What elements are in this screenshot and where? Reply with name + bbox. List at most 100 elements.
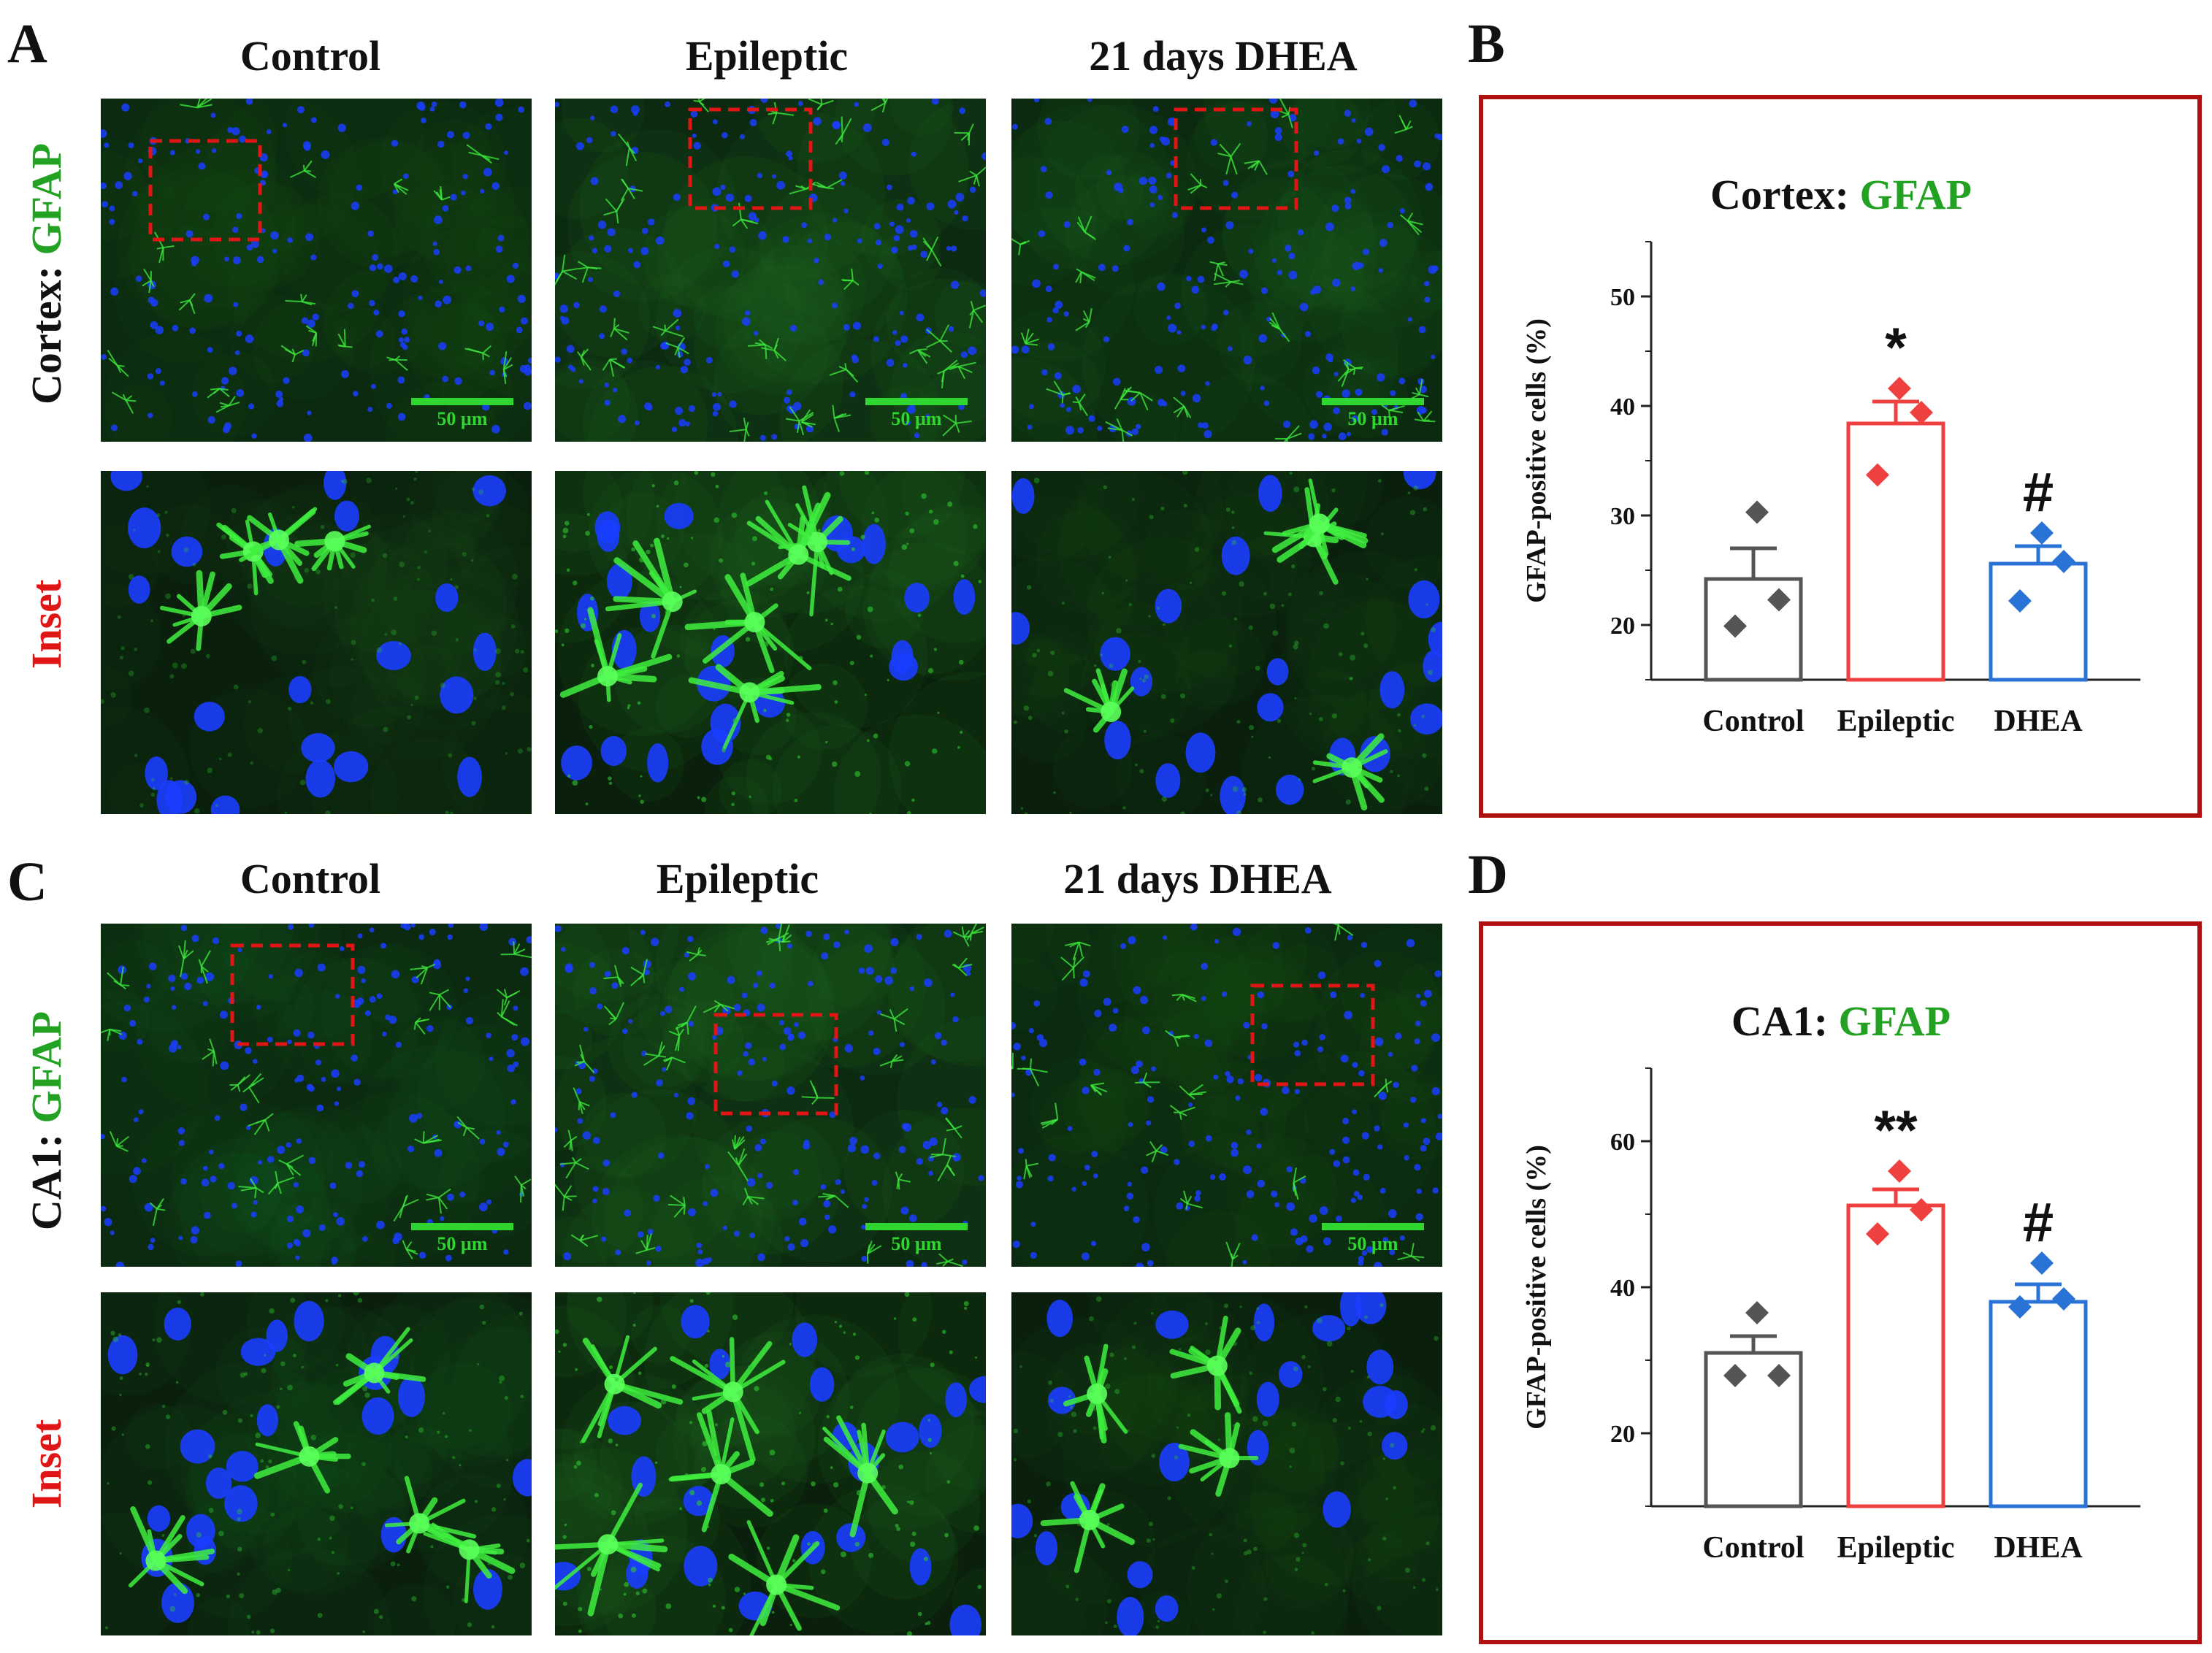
panel-letter-b: B — [1468, 13, 1505, 74]
micrograph-image — [1011, 1292, 1442, 1635]
x-tick-label: Control — [1702, 705, 1804, 738]
micrograph-top-inset-dhea — [1011, 471, 1442, 814]
data-point — [1745, 1301, 1769, 1324]
y-tick-label: 40 — [1610, 394, 1635, 421]
row-label-ca1-gfap: CA1: GFAP — [23, 975, 77, 1267]
y-tick-label: 30 — [1610, 503, 1635, 530]
micrograph-image — [101, 924, 532, 1267]
panel-letter-a: A — [7, 13, 47, 74]
column-title-epileptic: Epileptic — [656, 855, 819, 902]
scale-bar — [865, 398, 968, 405]
bar-epileptic — [1846, 1203, 1945, 1508]
scale-bar-label: 50 µm — [437, 1233, 488, 1254]
micrograph-image — [1011, 99, 1442, 442]
x-tick-label: DHEA — [1994, 1531, 2083, 1565]
micrograph-image — [101, 99, 532, 442]
scale-bar — [411, 1223, 513, 1230]
row-label-marker: GFAP — [23, 142, 70, 256]
micrograph-image — [1011, 924, 1442, 1267]
micrograph-top-inset-epileptic — [555, 471, 986, 814]
row-label-marker: GFAP — [23, 1010, 70, 1124]
micrograph-top-overview-control — [101, 99, 532, 442]
micrograph-bottom-overview-dhea — [1011, 924, 1442, 1267]
scale-bar — [1322, 1223, 1424, 1230]
micrograph-image — [101, 1292, 532, 1635]
micrograph-top-overview-dhea — [1011, 99, 1442, 442]
x-tick-label: Epileptic — [1837, 705, 1954, 738]
bar-epileptic — [1846, 421, 1945, 682]
data-point — [1866, 463, 1889, 487]
column-title-control: Control — [240, 855, 381, 902]
data-point — [2052, 550, 2075, 573]
column-title-control: Control — [240, 32, 381, 80]
chart-panel-b: Cortex: GFAP 20 30 40 50 GFAP-positive cells … — [1479, 95, 2202, 818]
row-label-cortex-gfap: Cortex: GFAP — [23, 128, 77, 420]
data-point — [2008, 589, 2032, 613]
bar-control — [1704, 577, 1803, 682]
column-title-epileptic: Epileptic — [685, 32, 849, 80]
data-point — [1723, 1364, 1747, 1387]
micrograph-bottom-inset-dhea — [1011, 1292, 1442, 1635]
scale-bar-label: 50 µm — [1347, 1233, 1398, 1254]
panel-letter-c: C — [7, 851, 47, 913]
data-point — [1767, 588, 1791, 612]
micrograph-bottom-overview-control — [101, 924, 532, 1267]
micrograph-bottom-overview-epileptic — [555, 924, 986, 1267]
x-tick-label: Control — [1702, 1531, 1804, 1565]
micrograph-bottom-inset-epileptic — [555, 1292, 986, 1635]
y-tick-label: 20 — [1610, 613, 1635, 640]
significance-marker: # — [2023, 1192, 2054, 1254]
micrograph-image — [555, 1292, 986, 1635]
column-title-dhea: 21 days DHEA — [1063, 855, 1332, 902]
chart-ca1-gfap: CA1: GFAP 20 40 60 GFAP-positive cells (%) Co… — [1521, 997, 2140, 1565]
scale-bar — [411, 398, 513, 405]
data-point — [1910, 1198, 1933, 1221]
micrograph-image — [101, 471, 532, 814]
data-point — [1888, 1159, 1911, 1183]
row-label-prefix: CA1: — [23, 1123, 70, 1231]
data-point — [2030, 1251, 2054, 1275]
data-point — [1910, 401, 1933, 424]
bar-dhea — [1989, 561, 2088, 682]
column-title-dhea: 21 days DHEA — [1089, 32, 1358, 80]
y-tick-label: 40 — [1610, 1275, 1635, 1302]
data-point — [1767, 1364, 1791, 1387]
data-point — [1723, 614, 1747, 638]
row-label-inset: Inset — [23, 1419, 70, 1509]
data-point — [2008, 1295, 2032, 1319]
row-label-inset: Inset — [23, 579, 70, 670]
micrograph-image — [1011, 471, 1442, 814]
scale-bar — [1322, 398, 1424, 405]
y-tick-label: 20 — [1610, 1421, 1635, 1448]
micrograph-image — [555, 924, 986, 1267]
y-tick-label: 50 — [1610, 284, 1635, 311]
significance-marker: ** — [1874, 1100, 1918, 1162]
scale-bar-label: 50 µm — [1347, 408, 1398, 429]
micrograph-image — [555, 99, 986, 442]
data-point — [1888, 377, 1911, 400]
scale-bar-label: 50 µm — [891, 408, 942, 429]
scale-bar-label: 50 µm — [891, 1233, 942, 1254]
micrograph-top-overview-epileptic — [555, 99, 986, 442]
bar-dhea — [1989, 1300, 2088, 1508]
data-point — [1866, 1222, 1889, 1246]
data-point — [1745, 500, 1769, 524]
data-point — [2052, 1287, 2075, 1311]
y-axis-label: GFAP-positive cells (%) — [1521, 1145, 1552, 1430]
scale-bar — [865, 1223, 968, 1230]
scale-bar-label: 50 µm — [437, 408, 488, 429]
micrograph-image — [555, 471, 986, 814]
x-tick-label: DHEA — [1994, 705, 2083, 738]
chart-title: CA1: GFAP — [1731, 997, 1951, 1045]
x-tick-label: Epileptic — [1837, 1531, 1954, 1565]
significance-marker: * — [1885, 317, 1907, 379]
panel-letter-d: D — [1468, 844, 1508, 905]
y-axis-label: GFAP-positive cells (%) — [1521, 318, 1552, 603]
micrograph-top-inset-control — [101, 471, 532, 814]
y-tick-label: 60 — [1610, 1129, 1635, 1156]
chart-panel-d: CA1: GFAP 20 40 60 GFAP-positive cells (%) Co… — [1479, 921, 2202, 1644]
data-point — [2030, 521, 2054, 545]
significance-marker: # — [2023, 461, 2054, 523]
row-label-prefix: Cortex: — [23, 255, 70, 405]
chart-title: Cortex: GFAP — [1710, 171, 1972, 218]
